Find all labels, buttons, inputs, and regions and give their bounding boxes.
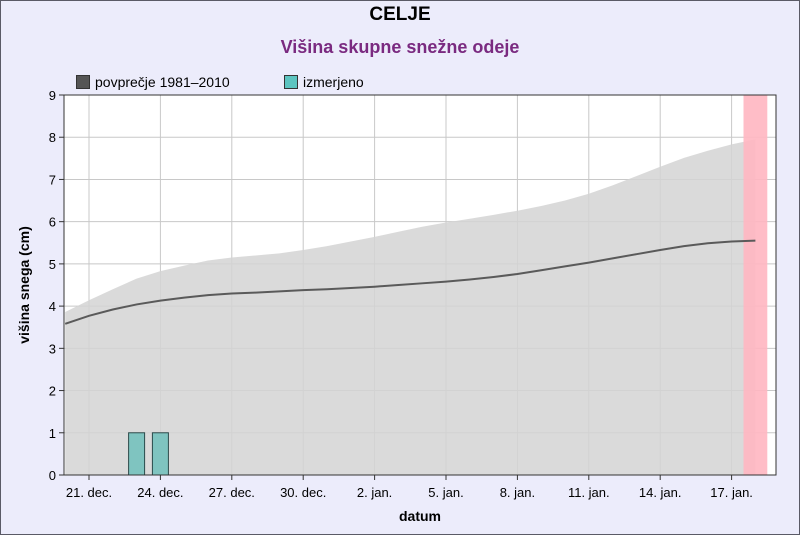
- average-line: [64, 239, 756, 325]
- y-tick-label: 6: [49, 215, 56, 230]
- y-tick-label: 4: [49, 299, 56, 314]
- legend-item-measured: izmerjeno: [284, 74, 364, 90]
- x-axis-label: datum: [399, 508, 441, 524]
- x-tick-label: 17. jan.: [710, 485, 753, 500]
- y-tick-label: 0: [49, 468, 56, 483]
- x-tick-label: 14. jan.: [639, 485, 682, 500]
- legend-label-measured: izmerjeno: [303, 74, 364, 90]
- legend-label-average: povprečje 1981–2010: [95, 74, 230, 90]
- chart-title: CELJE: [369, 4, 431, 25]
- legend-swatch-average: [76, 75, 90, 89]
- x-tick-label: 24. dec.: [137, 485, 183, 500]
- y-tick-label: 5: [49, 257, 56, 272]
- plot-border: [63, 94, 777, 476]
- current-day-band: [743, 95, 768, 475]
- x-tick-label: 21. dec.: [66, 485, 112, 500]
- measured-bar: [128, 432, 146, 476]
- x-tick-label: 8. jan.: [500, 485, 535, 500]
- y-tick-label: 3: [49, 341, 56, 356]
- x-tick-label: 27. dec.: [209, 485, 255, 500]
- chart-subtitle: Višina skupne snežne odeje: [280, 37, 520, 57]
- y-tick-label: 1: [49, 426, 56, 441]
- y-tick-label: 9: [49, 88, 56, 103]
- legend-swatch-measured: [284, 75, 298, 89]
- x-tick-label: 2. jan.: [357, 485, 392, 500]
- legend-item-average: povprečje 1981–2010: [76, 74, 230, 90]
- y-tick-label: 8: [49, 130, 56, 145]
- x-tick-label: 11. jan.: [568, 485, 610, 500]
- measured-bar: [151, 432, 169, 476]
- y-tick-label: 2: [49, 384, 56, 399]
- x-tick-label: 30. dec.: [280, 485, 326, 500]
- range-band: [65, 139, 756, 476]
- x-tick-label: 5. jan.: [428, 485, 463, 500]
- y-tick-label: 7: [49, 172, 56, 187]
